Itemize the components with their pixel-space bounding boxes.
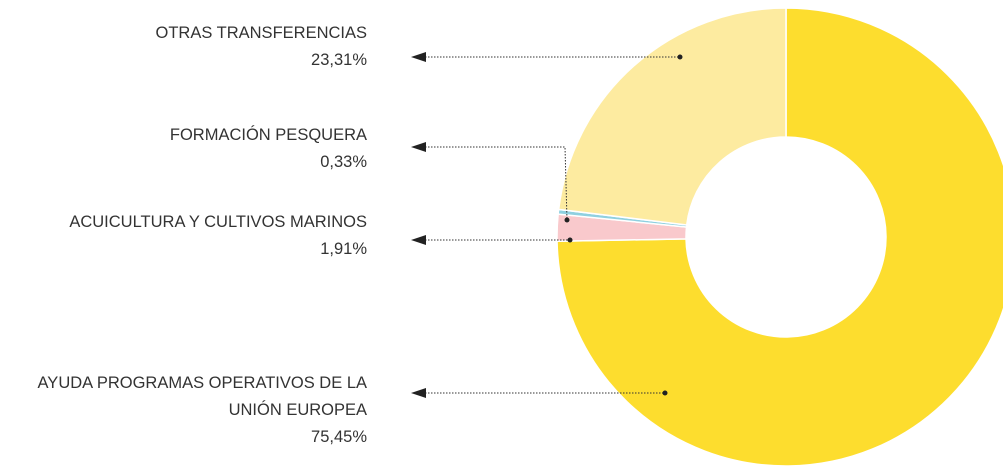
arrowhead — [411, 52, 426, 62]
label-name: FORMACIÓN PESQUERA — [169, 126, 367, 144]
leaders — [425, 56, 680, 394]
label-name: AYUDA PROGRAMAS OPERATIVOS DE LA UNIÓN E… — [37, 374, 367, 419]
arrowhead — [411, 388, 426, 398]
dot — [662, 390, 668, 396]
label-value: 0,33% — [320, 153, 367, 171]
label: ACUICULTURA Y CULTIVOS MARINOS 1,91% — [0, 209, 367, 263]
label-name: OTRAS TRANSFERENCIAS — [155, 24, 367, 42]
label-value: 23,31% — [311, 51, 367, 69]
label-name: ACUICULTURA Y CULTIVOS MARINOS — [69, 213, 367, 231]
label: FORMACIÓN PESQUERA 0,33% — [0, 122, 367, 176]
label: OTRAS TRANSFERENCIAS 23,31% — [0, 20, 367, 74]
dot — [567, 237, 573, 243]
arrows — [411, 52, 683, 398]
dot — [564, 217, 570, 223]
slice — [556, 7, 1003, 467]
label-value: 75,45% — [311, 428, 367, 446]
dot — [677, 54, 683, 60]
slices — [556, 7, 1003, 467]
arrowhead — [411, 142, 426, 152]
arrowhead — [411, 235, 426, 245]
label: AYUDA PROGRAMAS OPERATIVOS DE LA UNIÓN E… — [0, 370, 367, 451]
label-value: 1,91% — [320, 240, 367, 258]
slice — [557, 7, 787, 226]
leader — [425, 146, 568, 221]
